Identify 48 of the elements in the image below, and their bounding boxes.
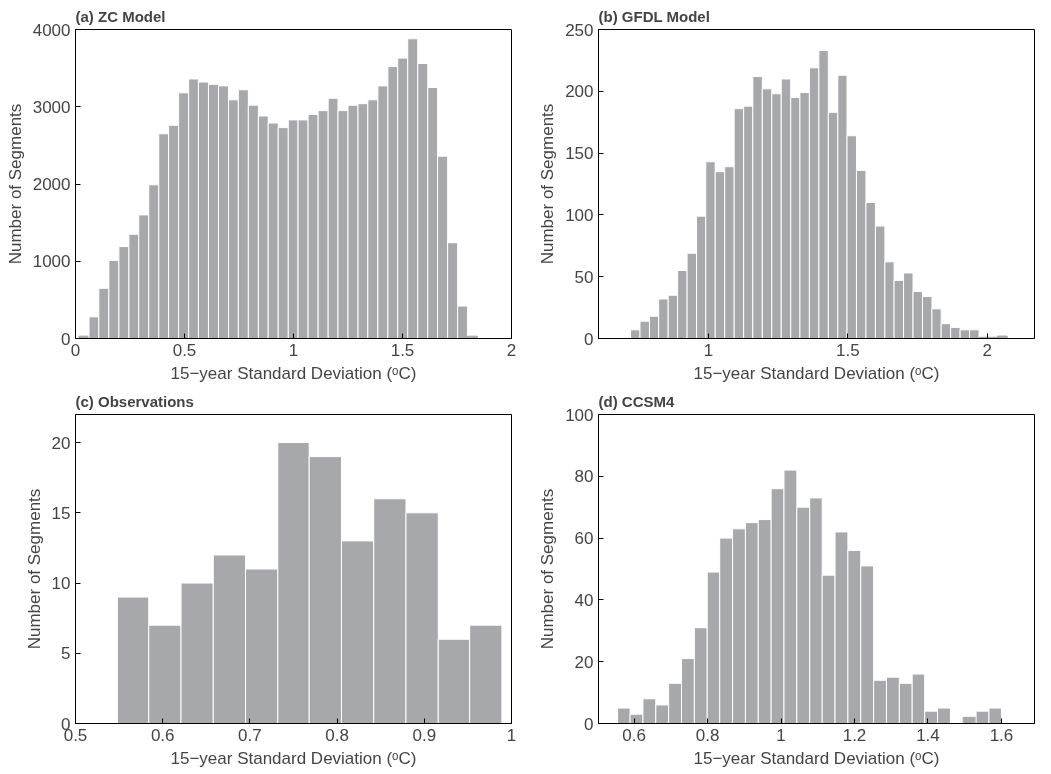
x-tick-label: 0.8 [695, 725, 720, 745]
x-tick-label: 1 [776, 725, 786, 745]
y-tick-label: 1000 [32, 252, 71, 272]
y-axis-title: Number of Segments [24, 488, 44, 650]
y-tick-label: 3000 [32, 97, 71, 117]
x-tick-label: 0.7 [238, 725, 262, 745]
x-tick-label: 0.6 [150, 725, 175, 745]
x-tick-label: 0.8 [325, 725, 349, 745]
x-tick-label: 1 [506, 725, 517, 745]
y-tick-label: 10 [51, 574, 71, 594]
y-tick-label: 5 [61, 644, 71, 664]
x-axis-title: 15−year Standard Deviation (ᵒC) [170, 748, 417, 768]
x-axis-title: 15−year Standard Deviation (ᵒC) [170, 363, 417, 383]
y-axis-title: Number of Segments [538, 488, 558, 650]
x-tick-label: 1.2 [842, 725, 867, 745]
x-tick-label: 1.4 [916, 725, 940, 745]
y-tick-label: 2000 [32, 175, 71, 194]
y-tick-label: 20 [51, 433, 71, 453]
chart-title: (c) Observations [75, 392, 194, 410]
x-tick-label: 2 [506, 340, 517, 360]
y-tick-label: 100 [565, 405, 594, 425]
chart-title: (a) ZC Model [75, 7, 166, 25]
y-axis-title: Number of Segments [538, 103, 558, 265]
y-tick-label: 150 [565, 144, 594, 164]
x-tick-label: 1 [703, 340, 714, 360]
chart-title: (d) CCSM4 [598, 392, 675, 410]
y-tick-label: 50 [574, 267, 594, 287]
x-axis-title: 15−year Standard Deviation (ᵒC) [693, 363, 940, 383]
y-tick-label: 40 [574, 590, 594, 610]
y-tick-label: 15 [51, 503, 71, 523]
x-tick-label: 0.5 [172, 340, 197, 360]
x-tick-label: 1 [288, 340, 299, 360]
y-tick-label: 80 [574, 467, 594, 487]
x-tick-label: 0.6 [622, 725, 646, 745]
x-tick-label: 2 [982, 340, 992, 360]
y-tick-label: 100 [565, 205, 594, 225]
y-tick-label: 20 [574, 652, 594, 672]
y-tick-label: 4000 [32, 20, 71, 40]
chart-title: (b) GFDL Model [598, 7, 710, 25]
x-axis-title: 15−year Standard Deviation (ᵒC) [693, 748, 940, 768]
y-axis-title: Number of Segments [5, 103, 25, 265]
x-tick-label: 1.5 [836, 340, 860, 360]
y-tick-label: 250 [565, 20, 594, 40]
x-tick-label: 1.6 [989, 725, 1014, 745]
x-tick-label: 0.9 [412, 725, 437, 745]
x-tick-label: 1.5 [390, 340, 415, 360]
y-tick-label: 60 [574, 529, 594, 549]
y-tick-label: 200 [565, 82, 594, 102]
